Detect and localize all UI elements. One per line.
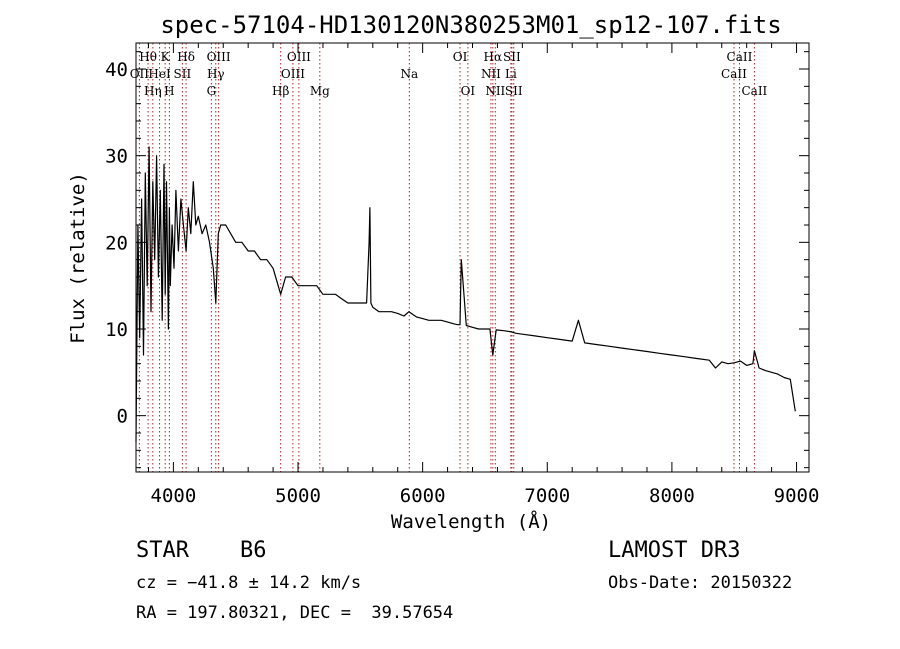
spectral-line-label: Li — [505, 67, 517, 81]
x-axis-label: Wavelength (Å) — [391, 510, 551, 533]
spectral-line-label: Hγ — [207, 67, 225, 81]
spectral-line-labels: Hθ OII K HeI Hη H Hδ SII OIII Hγ G OIII OIII Hβ Mg Na OI… — [130, 50, 768, 98]
spectral-line-label: OIII — [287, 50, 311, 64]
x-tick-label: 4000 — [151, 485, 197, 507]
spectral-line-label: OI — [461, 84, 476, 98]
spectral-line-label: SII — [505, 84, 523, 98]
spectral-line-label: Hβ — [272, 84, 289, 98]
spectral-line-label: CaII — [721, 67, 747, 81]
plot-frame — [135, 42, 810, 473]
spectral-line-label: OIII — [281, 67, 305, 81]
spectral-line-label: Hθ — [139, 50, 157, 64]
object-class: STAR — [136, 538, 189, 563]
y-axis: 0 10 20 30 40 — [105, 51, 809, 469]
y-axis-label: Flux (relative) — [67, 172, 89, 344]
x-tick-label: 7000 — [524, 485, 570, 507]
obs-date: Obs-Date: 20150322 — [608, 573, 793, 593]
spectral-line-label: Mg — [310, 84, 330, 98]
spectral-line-label: G — [207, 84, 217, 98]
y-tick-label: 30 — [105, 146, 128, 168]
x-tick-label: 6000 — [400, 485, 446, 507]
spectral-line-label: CaII — [727, 50, 753, 64]
spectral-line-label: Na — [400, 67, 418, 81]
survey-name: LAMOST DR3 — [608, 538, 741, 563]
x-tick-label: 9000 — [774, 485, 820, 507]
spectral-line-label: HeI — [148, 67, 171, 81]
spectral-line-label: NII — [481, 67, 501, 81]
spectral-line-label: SII — [503, 50, 521, 64]
spectral-line-label: OII — [130, 67, 150, 81]
x-tick-label: 8000 — [649, 485, 695, 507]
chart-title: spec-57104-HD130120N380253M01_sp12-107.f… — [160, 11, 781, 39]
object-subclass: B6 — [240, 538, 267, 563]
y-tick-label: 10 — [105, 319, 128, 341]
y-tick-label: 40 — [105, 59, 128, 81]
x-axis: 4000 5000 6000 7000 8000 9000 — [147, 43, 820, 507]
redshift-value: cz = −41.8 ± 14.2 km/s — [136, 573, 362, 593]
y-tick-label: 20 — [105, 232, 128, 254]
spectral-line-label: CaII — [741, 84, 767, 98]
x-tick-label: 5000 — [275, 485, 321, 507]
spectral-line-markers — [138, 43, 755, 472]
spectral-line-label: Hη — [144, 84, 162, 98]
spectral-line-label: Hα — [484, 50, 503, 64]
spectral-line-label: SII — [174, 67, 192, 81]
spectrum-line — [135, 146, 796, 442]
spectral-line-label: H — [164, 84, 174, 98]
spectrum-series — [135, 146, 796, 442]
spectral-line-label: NII — [485, 84, 505, 98]
spectral-line-label: Hδ — [177, 50, 195, 64]
y-tick-label: 0 — [117, 406, 128, 428]
spectral-line-label: OIII — [207, 50, 231, 64]
spectral-line-label: OI — [453, 50, 468, 64]
spectral-line-label: K — [161, 50, 171, 64]
coordinates: RA = 197.80321, DEC = 39.57654 — [136, 603, 454, 623]
